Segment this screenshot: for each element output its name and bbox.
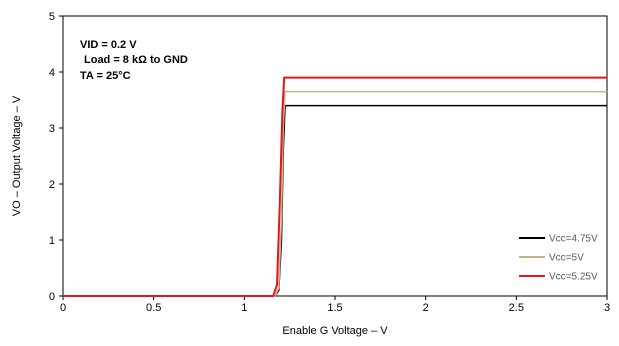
legend: Vcc=4.75V Vcc=5V Vcc=5.25V: [519, 234, 598, 283]
annotation-load: Load = 8 kΩ to GND: [84, 54, 188, 66]
x-tick-label: 1.5: [327, 302, 342, 314]
y-tick-label: 3: [49, 123, 55, 135]
y-tick-label: 2: [49, 179, 55, 191]
x-tick-label: 0: [60, 302, 66, 314]
x-tick-label: 0.5: [146, 302, 161, 314]
y-tick-label: 0: [49, 291, 55, 303]
series-line-1: [63, 90, 607, 297]
x-tick-label: 2.5: [509, 302, 524, 314]
annotation-ta: TA = 25°C: [80, 70, 131, 82]
x-tick-label: 3: [604, 302, 610, 314]
series-line-2: [63, 76, 607, 297]
series-layer: [63, 76, 607, 297]
legend-label: Vcc=5.25V: [549, 272, 598, 283]
y-axis-title: VO – Output Voltage – V: [11, 95, 23, 216]
x-tick-label: 2: [423, 302, 429, 314]
y-tick-label: 4: [49, 67, 55, 79]
y-tick-label: 1: [49, 235, 55, 247]
y-tick-label: 5: [49, 11, 55, 23]
annotation-box: [74, 32, 210, 88]
legend-label: Vcc=5V: [549, 253, 584, 264]
x-tick-label: 1: [241, 302, 247, 314]
annotation-vid: VID = 0.2 V: [80, 39, 137, 51]
x-axis-title: Enable G Voltage – V: [282, 325, 388, 337]
ticks-layer: 0 0.5 1 1.5 2 2.5 3 0 1 2 3 4 5: [49, 11, 610, 314]
legend-label: Vcc=4.75V: [549, 234, 598, 245]
